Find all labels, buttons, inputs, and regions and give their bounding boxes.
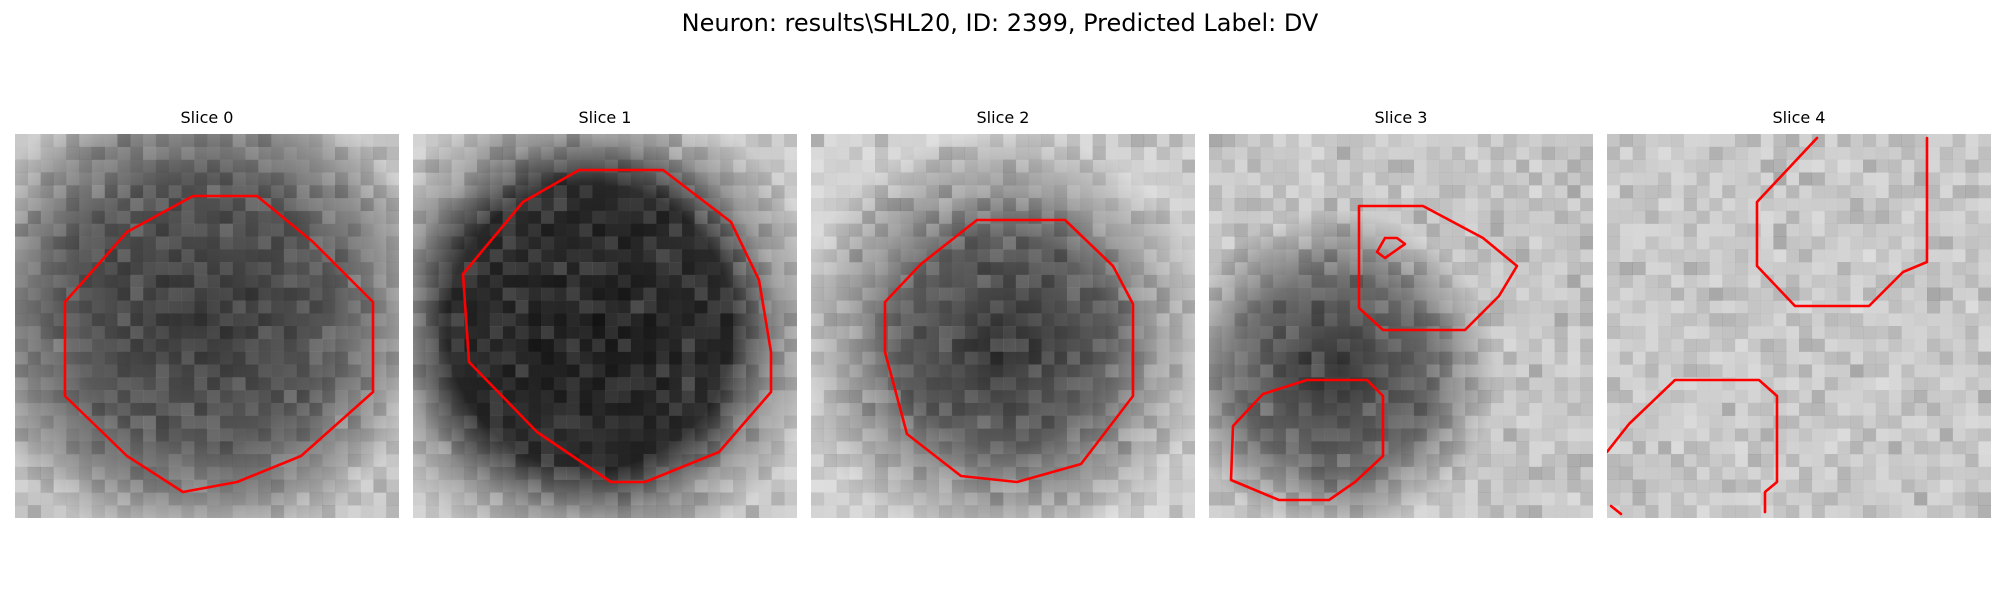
slice-title-3: Slice 3 xyxy=(1374,108,1428,127)
slice-title-2: Slice 2 xyxy=(976,108,1030,127)
slice-title-4: Slice 4 xyxy=(1772,108,1826,127)
neuron-contour xyxy=(883,218,1135,484)
neuron-contour xyxy=(1375,236,1407,260)
neuron-contour xyxy=(63,194,375,494)
slice-panel-3: Slice 3 xyxy=(1209,108,1593,520)
slice-panel-1: Slice 1 xyxy=(413,108,797,520)
slice-image-2 xyxy=(811,134,1195,518)
slice-title-1: Slice 1 xyxy=(578,108,632,127)
neuron-contour xyxy=(1607,378,1779,514)
slice-image-3 xyxy=(1209,134,1593,518)
slice-image-4 xyxy=(1607,134,1991,518)
neuron-contour xyxy=(1755,136,1929,308)
neuron-contour xyxy=(1229,378,1385,502)
slice-panel-4: Slice 4 xyxy=(1607,108,1991,520)
slice-panel-0: Slice 0 xyxy=(15,108,399,520)
neuron-contour xyxy=(461,168,773,484)
neuron-contour xyxy=(1609,504,1623,516)
figure-title: Neuron: results\SHL20, ID: 2399, Predict… xyxy=(681,9,1319,37)
neuron-contour xyxy=(1357,204,1519,332)
slice-title-0: Slice 0 xyxy=(180,108,234,127)
slice-panel-2: Slice 2 xyxy=(811,108,1195,520)
slice-image-1 xyxy=(413,134,797,518)
slice-image-0 xyxy=(15,134,399,518)
